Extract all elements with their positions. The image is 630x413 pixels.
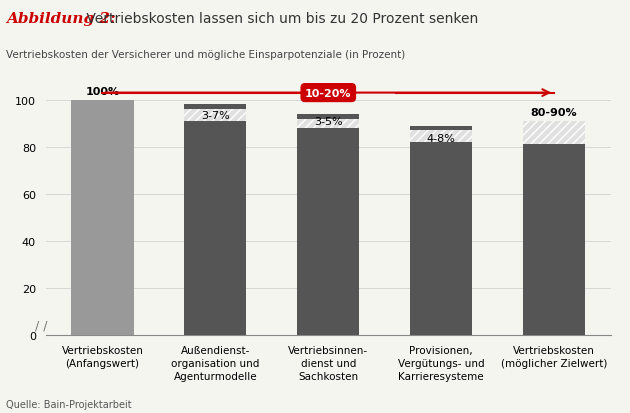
Bar (523, 121, 585, 145)
Bar (410, 143, 472, 335)
Text: 3-7%: 3-7% (201, 110, 230, 121)
Bar (297, 128, 359, 335)
Text: Vertriebskosten der Versicherer und mögliche Einsparpotenziale (in Prozent): Vertriebskosten der Versicherer und mögl… (6, 50, 406, 59)
Text: 10-20%: 10-20% (305, 88, 352, 98)
Bar (410, 126, 472, 131)
Bar (297, 114, 359, 119)
Text: Vertriebskosten lassen sich um bis zu 20 Prozent senken: Vertriebskosten lassen sich um bis zu 20… (82, 12, 478, 26)
Text: / /: / / (35, 318, 47, 332)
Text: 3-5%: 3-5% (314, 116, 343, 126)
Text: 80-90%: 80-90% (531, 108, 578, 118)
Bar (185, 105, 246, 110)
Text: Abbildung 2:: Abbildung 2: (6, 12, 116, 26)
Bar (523, 145, 585, 335)
Bar (297, 119, 359, 128)
Text: Quelle: Bain-Projektarbeit: Quelle: Bain-Projektarbeit (6, 399, 132, 409)
Bar (185, 121, 246, 335)
Text: 100%: 100% (86, 87, 120, 97)
Bar (185, 110, 246, 121)
Text: 4-8%: 4-8% (427, 134, 455, 144)
Bar (410, 131, 472, 143)
Bar (71, 100, 134, 335)
